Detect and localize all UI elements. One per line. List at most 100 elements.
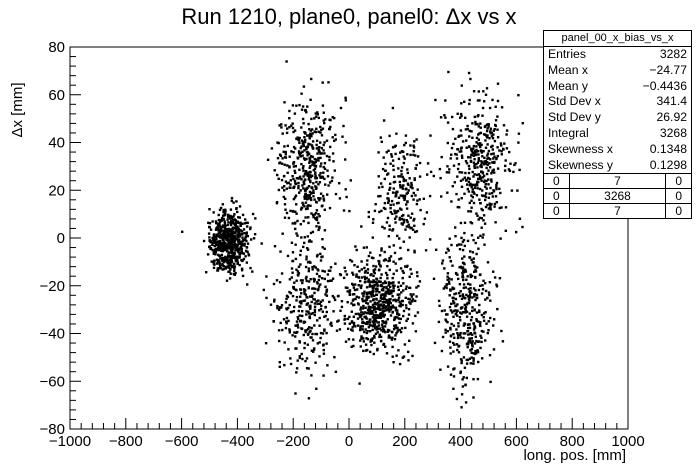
data-point xyxy=(306,145,310,149)
data-point xyxy=(418,198,421,201)
data-point xyxy=(474,349,477,353)
data-point xyxy=(311,294,314,297)
data-point xyxy=(281,328,284,332)
data-point xyxy=(328,181,332,184)
data-point xyxy=(461,248,465,252)
data-point xyxy=(334,192,338,196)
data-point xyxy=(296,137,299,141)
data-point xyxy=(393,175,396,178)
data-point xyxy=(294,288,297,291)
data-point xyxy=(452,350,455,353)
data-point xyxy=(403,343,407,346)
data-point xyxy=(285,60,288,63)
data-point xyxy=(353,288,357,292)
data-point xyxy=(375,303,378,306)
data-point xyxy=(477,218,480,221)
data-point xyxy=(395,215,398,218)
data-point xyxy=(323,208,326,211)
data-point xyxy=(337,294,340,298)
data-point xyxy=(225,258,229,261)
data-point xyxy=(299,146,302,150)
data-point xyxy=(416,274,419,278)
data-point xyxy=(320,147,324,150)
data-point xyxy=(461,257,464,260)
data-point xyxy=(451,115,454,119)
data-point xyxy=(474,335,477,338)
data-point xyxy=(290,124,293,127)
data-point xyxy=(468,145,471,149)
data-point xyxy=(335,329,339,332)
data-point xyxy=(374,265,378,268)
data-point xyxy=(322,199,326,202)
data-point xyxy=(472,287,476,290)
data-point xyxy=(224,236,227,239)
data-point xyxy=(371,310,374,313)
data-point xyxy=(367,254,371,258)
data-point xyxy=(406,168,409,171)
data-point xyxy=(405,219,408,222)
data-point xyxy=(281,157,284,160)
data-point xyxy=(361,325,364,328)
data-point xyxy=(303,158,307,161)
data-point xyxy=(309,143,312,146)
data-point xyxy=(319,307,323,311)
data-point xyxy=(405,225,408,228)
data-point xyxy=(225,242,228,245)
data-point xyxy=(454,235,457,238)
data-point xyxy=(307,327,310,331)
data-point xyxy=(341,135,344,138)
data-point xyxy=(405,306,408,310)
data-point xyxy=(364,349,368,352)
data-point xyxy=(383,227,386,230)
data-point xyxy=(465,376,468,380)
data-point xyxy=(240,267,244,270)
data-point xyxy=(331,294,334,298)
data-point xyxy=(287,306,290,310)
data-point xyxy=(382,286,386,289)
data-point xyxy=(282,195,285,199)
data-point xyxy=(463,100,466,103)
data-point xyxy=(310,117,313,121)
data-point xyxy=(306,333,310,336)
data-point xyxy=(486,143,489,146)
data-point xyxy=(344,99,347,102)
data-point xyxy=(477,247,480,250)
data-point xyxy=(295,347,298,350)
data-point xyxy=(472,161,476,164)
data-point xyxy=(473,342,477,345)
data-point xyxy=(307,240,311,243)
data-point xyxy=(285,320,288,323)
data-point xyxy=(479,334,482,337)
data-point xyxy=(399,284,403,287)
data-point xyxy=(361,328,364,331)
data-point xyxy=(332,310,335,313)
data-point xyxy=(387,303,391,307)
data-point xyxy=(369,300,372,303)
data-point xyxy=(503,142,506,145)
stats-box: panel_00_x_bias_vs_x Entries 3282 Mean x −2… xyxy=(543,30,692,220)
data-point xyxy=(278,339,281,343)
data-point xyxy=(226,265,229,268)
data-point xyxy=(285,297,288,301)
data-point xyxy=(496,128,499,131)
data-point xyxy=(398,328,402,332)
data-point xyxy=(372,298,375,301)
data-point xyxy=(304,201,308,204)
data-point xyxy=(323,141,326,144)
data-point xyxy=(475,319,478,323)
data-point xyxy=(510,189,514,192)
data-point xyxy=(368,308,372,311)
data-point xyxy=(387,301,390,305)
data-point xyxy=(416,188,419,191)
data-point xyxy=(363,330,366,334)
data-point xyxy=(232,215,235,218)
data-point xyxy=(297,309,300,313)
data-point xyxy=(481,176,485,179)
stats-value: 3282 xyxy=(659,47,687,61)
data-point xyxy=(382,320,385,323)
data-point xyxy=(459,370,462,373)
data-point xyxy=(299,320,302,323)
data-point xyxy=(472,154,475,157)
data-point xyxy=(487,320,490,323)
data-point xyxy=(240,251,244,255)
